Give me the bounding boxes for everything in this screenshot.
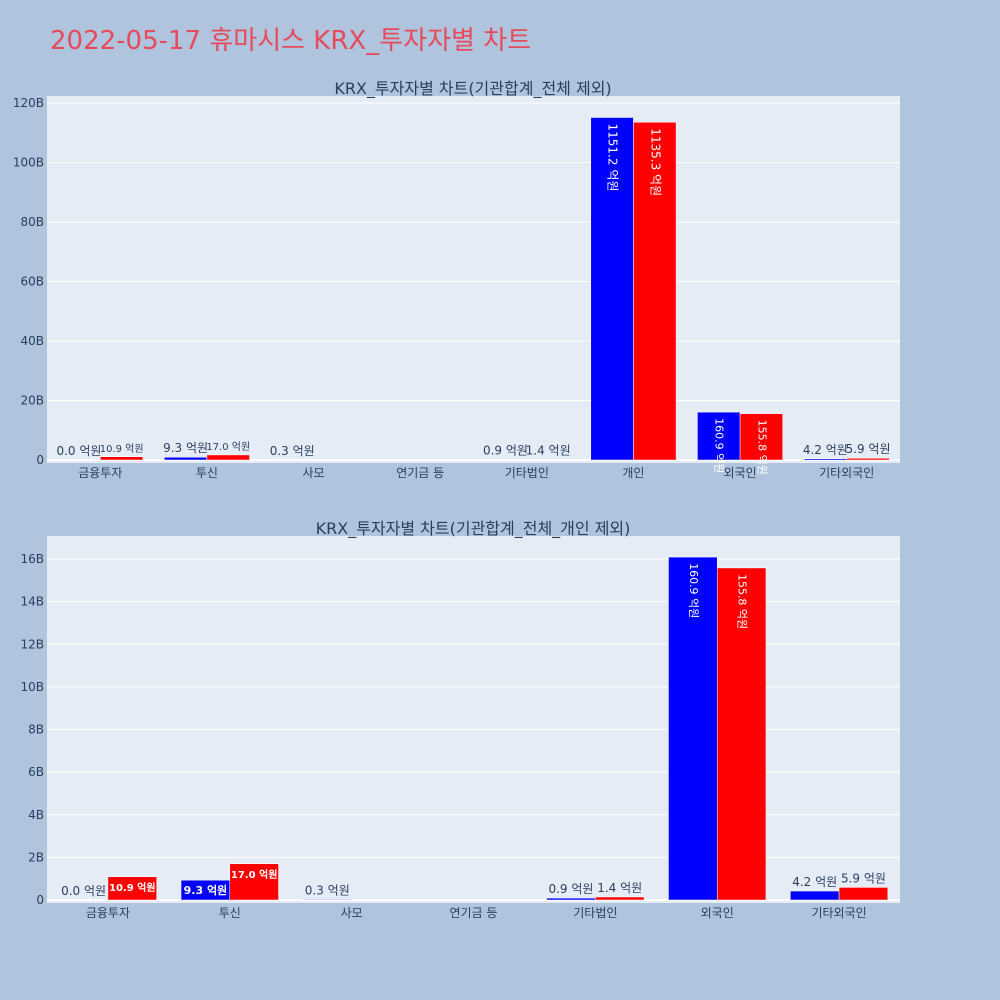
x-tick-label: 기타외국인	[819, 466, 874, 480]
bar	[633, 121, 677, 461]
bar-value-label: 4.2 억원	[792, 875, 837, 889]
x-tick-label: 금융투자	[78, 466, 122, 480]
bar-value-label: 1151.2 억원	[606, 124, 620, 192]
bar	[546, 897, 596, 901]
x-tick-label: 기타외국인	[811, 906, 866, 920]
bar	[595, 896, 645, 901]
x-tick-label: 외국인	[724, 466, 757, 480]
x-tick-label: 기타법인	[505, 466, 549, 480]
bar-value-label: 0.0 억원	[61, 884, 106, 898]
bar	[697, 411, 741, 461]
x-tick-label: 개인	[622, 466, 644, 480]
x-tick-label: 투신	[196, 466, 218, 480]
plot-area	[47, 96, 900, 463]
y-tick-label: 2B	[28, 850, 44, 864]
bar	[716, 567, 767, 901]
bar-value-label: 155.8 억원	[736, 574, 749, 629]
bar	[164, 456, 208, 461]
bar	[302, 899, 352, 901]
x-tick-label: 외국인	[701, 906, 734, 920]
x-tick-label: 투신	[219, 906, 241, 920]
y-tick-label: 0	[36, 453, 44, 467]
bar	[803, 458, 847, 461]
y-tick-label: 12B	[20, 637, 44, 651]
bar	[838, 887, 889, 901]
bar-value-label: 5.9 억원	[841, 871, 886, 885]
bar-value-label: 17.0 억원	[231, 868, 278, 881]
y-tick-label: 40B	[20, 334, 44, 348]
chart-bottom: KRX_투자자별 차트(기관합계_전체_개인 제외) 0 2B 4B 6B 8B 10B 1…	[20, 519, 900, 920]
bar	[668, 556, 718, 901]
bar	[790, 890, 840, 901]
y-tick-label: 100B	[13, 156, 44, 170]
bar	[590, 117, 634, 461]
y-tick-label: 4B	[28, 808, 44, 822]
chart-top: KRX_투자자별 차트(기관합계_전체 제외) 0 20B 40B 60B 80B 100…	[13, 79, 900, 480]
bar	[100, 456, 144, 461]
y-tick-label: 6B	[28, 765, 44, 779]
plot-area	[47, 536, 900, 903]
bar	[739, 413, 783, 461]
bar-value-label: 0.0 억원	[56, 444, 101, 458]
x-tick-label: 기타법인	[573, 906, 617, 920]
bar	[229, 863, 279, 901]
y-tick-label: 14B	[20, 595, 44, 609]
bar-value-label: 1.4 억원	[526, 444, 571, 458]
bar-value-label: 155.8 억원	[755, 420, 768, 475]
chart-top-title: KRX_투자자별 차트(기관합계_전체 제외)	[334, 79, 611, 99]
bar-value-label: 17.0 억원	[206, 441, 250, 453]
bar-value-label: 0.3 억원	[305, 883, 350, 897]
bar-value-label: 1135.3 억원	[648, 128, 662, 196]
bar-value-label: 160.9 억원	[713, 418, 726, 473]
page-title: 2022-05-17 휴마시스 KRX_투자자별 차트	[50, 26, 531, 56]
bar-value-label: 5.9 억원	[846, 442, 891, 456]
bar	[107, 876, 157, 901]
y-tick-label: 16B	[20, 552, 44, 566]
bar-value-label: 9.3 억원	[163, 441, 208, 455]
x-tick-label: 사모	[303, 466, 325, 480]
bar-value-label: 0.3 억원	[270, 444, 315, 458]
bar-value-label: 4.2 억원	[803, 443, 848, 457]
chart-bottom-title: KRX_투자자별 차트(기관합계_전체_개인 제외)	[316, 519, 631, 539]
bar	[846, 457, 890, 461]
y-tick-label: 60B	[20, 275, 44, 289]
bar-value-label: 160.9 억원	[687, 563, 700, 618]
x-tick-label: 사모	[341, 906, 363, 920]
bar-value-label: 10.9 억원	[100, 443, 144, 455]
y-tick-label: 0	[36, 893, 44, 907]
y-tick-label: 20B	[20, 394, 44, 408]
y-tick-label: 120B	[13, 96, 44, 110]
bar-value-label: 0.9 억원	[548, 882, 593, 896]
x-tick-label: 연기금 등	[450, 906, 498, 920]
bar-value-label: 9.3 억원	[184, 883, 228, 897]
bar-value-label: 1.4 억원	[597, 881, 642, 895]
y-tick-label: 8B	[28, 723, 44, 737]
bar-value-label: 10.9 억원	[109, 881, 156, 894]
x-tick-label: 금융투자	[86, 906, 130, 920]
bar-value-label: 0.9 억원	[483, 444, 528, 458]
bar	[206, 454, 250, 461]
y-tick-label: 10B	[20, 680, 44, 694]
x-tick-label: 연기금 등	[396, 466, 444, 480]
y-tick-label: 80B	[20, 215, 44, 229]
